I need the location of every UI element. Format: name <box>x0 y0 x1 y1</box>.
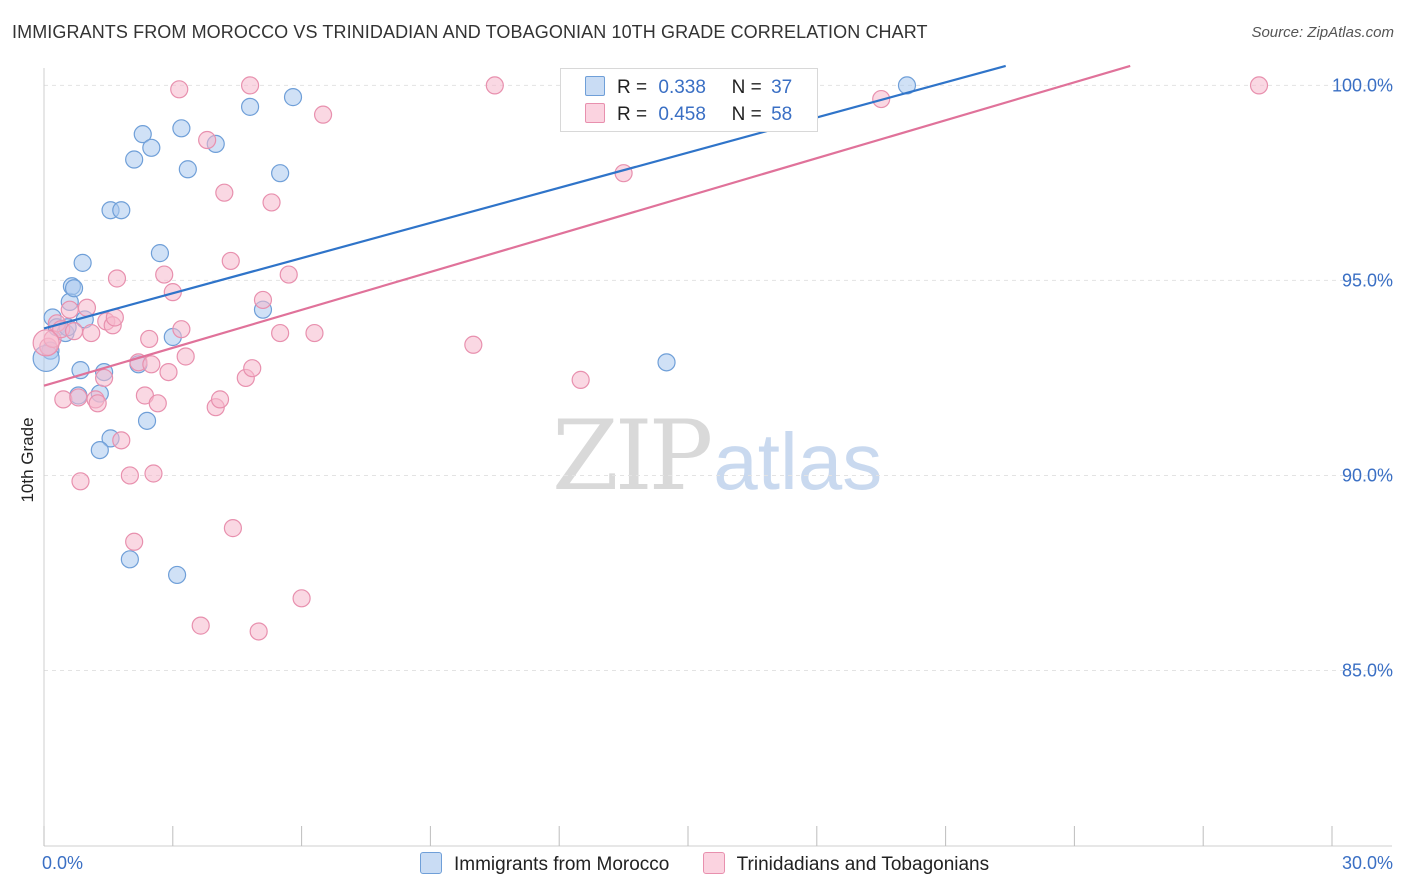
pink-point <box>243 359 262 378</box>
blue-point <box>657 353 676 372</box>
watermark-atlas: atlas <box>713 417 883 506</box>
legend-r-label: R = <box>617 104 648 125</box>
chart-title: IMMIGRANTS FROM MOROCCO VS TRINIDADIAN A… <box>12 22 928 42</box>
pink-point <box>210 390 230 409</box>
pink-point <box>172 320 191 339</box>
pink-trend-line <box>43 64 1131 387</box>
pink-point <box>221 251 240 271</box>
pink-point <box>142 355 161 374</box>
y-axis-label: 10th Grade <box>18 417 37 503</box>
pink-point <box>69 388 88 407</box>
pink-point <box>77 298 97 317</box>
series-swatch-blue <box>420 852 442 874</box>
pink-point <box>107 269 127 288</box>
pink-point <box>82 323 101 343</box>
pink-point <box>120 466 139 485</box>
pink-point <box>176 347 195 366</box>
blue-point <box>142 138 161 157</box>
x-tick-label: 30.0% <box>1342 853 1393 873</box>
pink-point <box>159 362 178 382</box>
pink-point <box>262 193 281 212</box>
pink-point <box>253 290 273 310</box>
legend-r-label: R = <box>617 77 648 98</box>
blue-point <box>283 88 303 107</box>
legend-n-value: 37 <box>771 77 793 98</box>
pink-point <box>240 76 260 95</box>
blue-point <box>90 440 109 460</box>
watermark: ZIPatlas <box>552 400 882 512</box>
pink-point <box>95 368 114 388</box>
legend-r-value: 0.458 <box>658 104 706 125</box>
legend-swatch-blue <box>585 76 605 96</box>
pink-point <box>485 76 504 95</box>
y-tick-label: 100.0% <box>1332 75 1393 95</box>
y-tick-label: 95.0% <box>1342 270 1393 290</box>
blue-point <box>150 244 170 263</box>
blue-point <box>125 150 144 169</box>
series-swatch-pink <box>702 852 725 874</box>
blue-point <box>137 411 157 430</box>
blue-point <box>112 201 131 220</box>
pink-point <box>60 300 79 319</box>
pink-point <box>464 335 483 354</box>
legend-row-trinidad: R = 0.458 N = 58 <box>585 103 792 127</box>
blue-point <box>240 97 260 116</box>
legend-n-value: 58 <box>771 104 793 125</box>
series-name-trinidad: Trinidadians and Tobagonians <box>736 854 990 875</box>
blue-point <box>73 253 92 272</box>
pink-point <box>125 532 144 551</box>
pink-point <box>54 390 73 409</box>
pink-point <box>223 519 243 538</box>
blue-trend-line <box>43 64 1006 330</box>
pink-point <box>140 329 159 349</box>
pink-point <box>155 265 174 284</box>
pink-point <box>249 622 268 641</box>
y-tick-label: 85.0% <box>1342 660 1393 680</box>
pink-point <box>571 370 590 389</box>
legend-n-label: N = <box>731 77 762 98</box>
pink-point <box>112 431 131 450</box>
pink-point <box>292 589 311 608</box>
blue-point <box>64 279 84 298</box>
pink-point <box>305 323 324 343</box>
blue-point <box>178 160 197 179</box>
pink-point <box>71 472 90 491</box>
series-legend-morocco: Immigrants from Morocco <box>420 852 669 876</box>
pink-point <box>32 329 60 357</box>
pink-point <box>191 616 210 635</box>
pink-point <box>88 394 107 413</box>
legend-swatch-pink <box>585 103 605 123</box>
blue-point <box>133 125 152 144</box>
blue-point <box>172 119 191 138</box>
pink-point <box>198 130 217 150</box>
legend-r-value: 0.338 <box>658 77 706 98</box>
pink-point <box>614 164 633 183</box>
watermark-zip: ZIP <box>552 400 713 512</box>
series-name-morocco: Immigrants from Morocco <box>454 854 670 875</box>
blue-point <box>167 565 187 585</box>
y-tick-label: 90.0% <box>1342 465 1393 485</box>
pink-point <box>64 322 84 341</box>
pink-point <box>313 105 333 124</box>
pink-point <box>170 80 189 99</box>
legend-row-morocco: R = 0.338 N = 37 <box>585 76 792 100</box>
blue-point <box>120 550 139 569</box>
pink-point <box>271 323 290 343</box>
blue-point <box>271 164 290 183</box>
source-label: Source: ZipAtlas.com <box>1251 24 1394 41</box>
pink-point <box>215 183 234 202</box>
pink-point <box>144 464 163 483</box>
stats-legend: R = 0.338 N = 37 R = 0.458 N = 58 <box>560 68 818 132</box>
pink-point <box>279 265 298 284</box>
pink-point <box>148 394 167 413</box>
legend-n-label: N = <box>731 104 762 125</box>
series-legend: Immigrants from Morocco Trinidadians and… <box>420 852 1017 876</box>
series-legend-trinidad: Trinidadians and Tobagonians <box>702 852 990 876</box>
x-tick-label: 0.0% <box>42 853 83 873</box>
pink-point <box>1249 76 1269 95</box>
